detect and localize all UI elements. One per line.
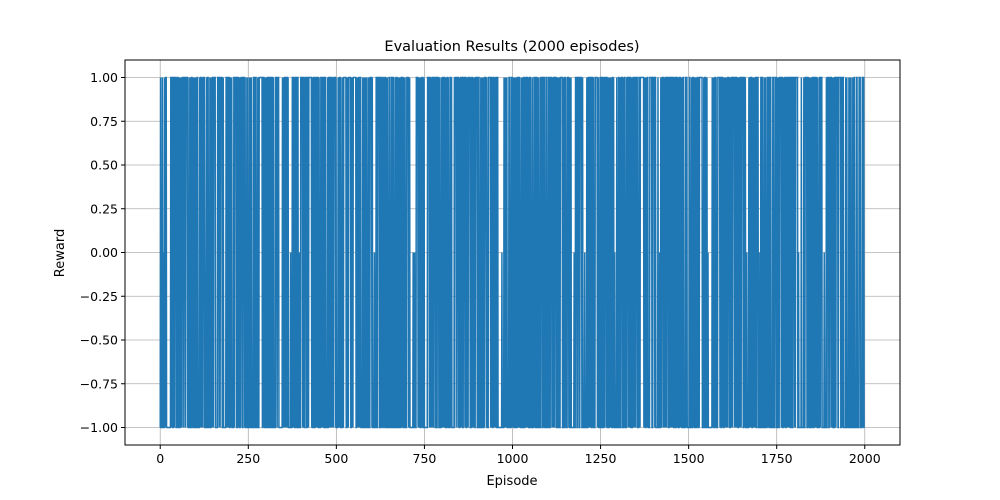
x-tick-label: 1000	[497, 451, 529, 466]
chart-title: Evaluation Results (2000 episodes)	[384, 39, 639, 55]
series-layer	[159, 76, 865, 429]
x-tick-label: 1750	[761, 451, 793, 466]
x-tick-label: 500	[324, 451, 348, 466]
x-tick-label: 1500	[673, 451, 705, 466]
y-tick-label: −1.00	[80, 420, 118, 435]
y-tick-label: 0.50	[90, 158, 118, 173]
x-axis-label: Episode	[486, 474, 537, 489]
y-tick-label: 0.75	[90, 114, 118, 129]
y-tick-label: 0.00	[90, 245, 118, 260]
x-tick-label: 250	[236, 451, 260, 466]
y-tick-label: −0.50	[80, 333, 118, 348]
x-tick-label: 2000	[849, 451, 881, 466]
x-tick-label: 750	[413, 451, 437, 466]
tick-layer: 0 250 500 750 1000 1250 1500 1750 2000 1.00 0.75 0.…	[80, 70, 881, 466]
y-tick-label: −0.25	[80, 289, 118, 304]
x-tick-label: 1250	[585, 451, 617, 466]
reward-series-line	[159, 76, 865, 429]
y-tick-label: 0.25	[90, 201, 118, 216]
x-tick-label: 0	[156, 451, 164, 466]
y-axis-label: Reward	[53, 229, 68, 277]
y-tick-label: −0.75	[80, 376, 118, 391]
y-tick-label: 1.00	[90, 70, 118, 85]
